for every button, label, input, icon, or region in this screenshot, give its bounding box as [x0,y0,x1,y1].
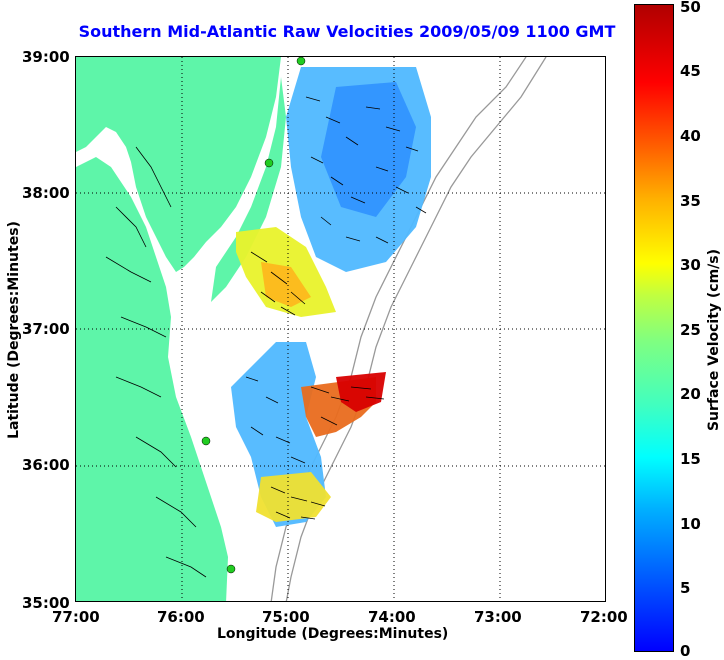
colorbar-tick-0: 0 [680,642,691,660]
colorbar [634,4,674,652]
colorbar-tick-10: 10 [680,515,701,533]
colorbar-title: Surface Velocity (cm/s) [706,248,722,432]
colorbar-tick-25: 25 [680,321,701,339]
xtick-73: 73:00 [474,608,522,626]
radar-stations [201,57,306,574]
station-north [296,57,306,66]
xtick-77: 77:00 [52,608,100,626]
colorbar-tick-35: 35 [680,192,701,210]
velocity-field-bay-mouth-core [261,262,311,307]
xtick-74: 74:00 [368,608,416,626]
colorbar-tick-50: 50 [680,0,701,16]
colorbar-tick-5: 5 [680,579,691,597]
velocity-field-south-tip [256,472,331,522]
ytick-38: 38:00 [22,184,70,202]
map-plot-area [75,56,606,602]
map-svg [76,57,605,601]
eastern-shore [211,77,286,302]
y-axis-label: Latitude (Degrees:Minutes) [6,221,22,439]
colorbar-tick-40: 40 [680,127,701,145]
ytick-36: 36:00 [22,456,70,474]
x-axis-label: Longitude (Degrees:Minutes) [217,626,449,642]
station-mid-south [201,436,211,446]
colorbar-tick-30: 30 [680,256,701,274]
colorbar-tick-15: 15 [680,450,701,468]
xtick-75: 75:00 [262,608,310,626]
station-south [226,564,236,574]
colorbar-tick-45: 45 [680,62,701,80]
ytick-37: 37:00 [22,320,70,338]
ytick-39: 39:00 [22,48,70,66]
station-mid-north [264,158,274,168]
colorbar-tick-20: 20 [680,385,701,403]
velocity-vectors [245,96,427,520]
gridlines [76,57,605,601]
coastline-detail [105,146,207,578]
xtick-72: 72:00 [580,608,628,626]
velocity-field-south-hotspot [336,372,386,412]
xtick-76: 76:00 [157,608,205,626]
velocity-field-north-core [321,82,416,217]
land-mass [76,57,281,601]
ytick-35: 35:00 [22,594,70,612]
chart-title: Southern Mid-Atlantic Raw Velocities 200… [78,22,616,41]
